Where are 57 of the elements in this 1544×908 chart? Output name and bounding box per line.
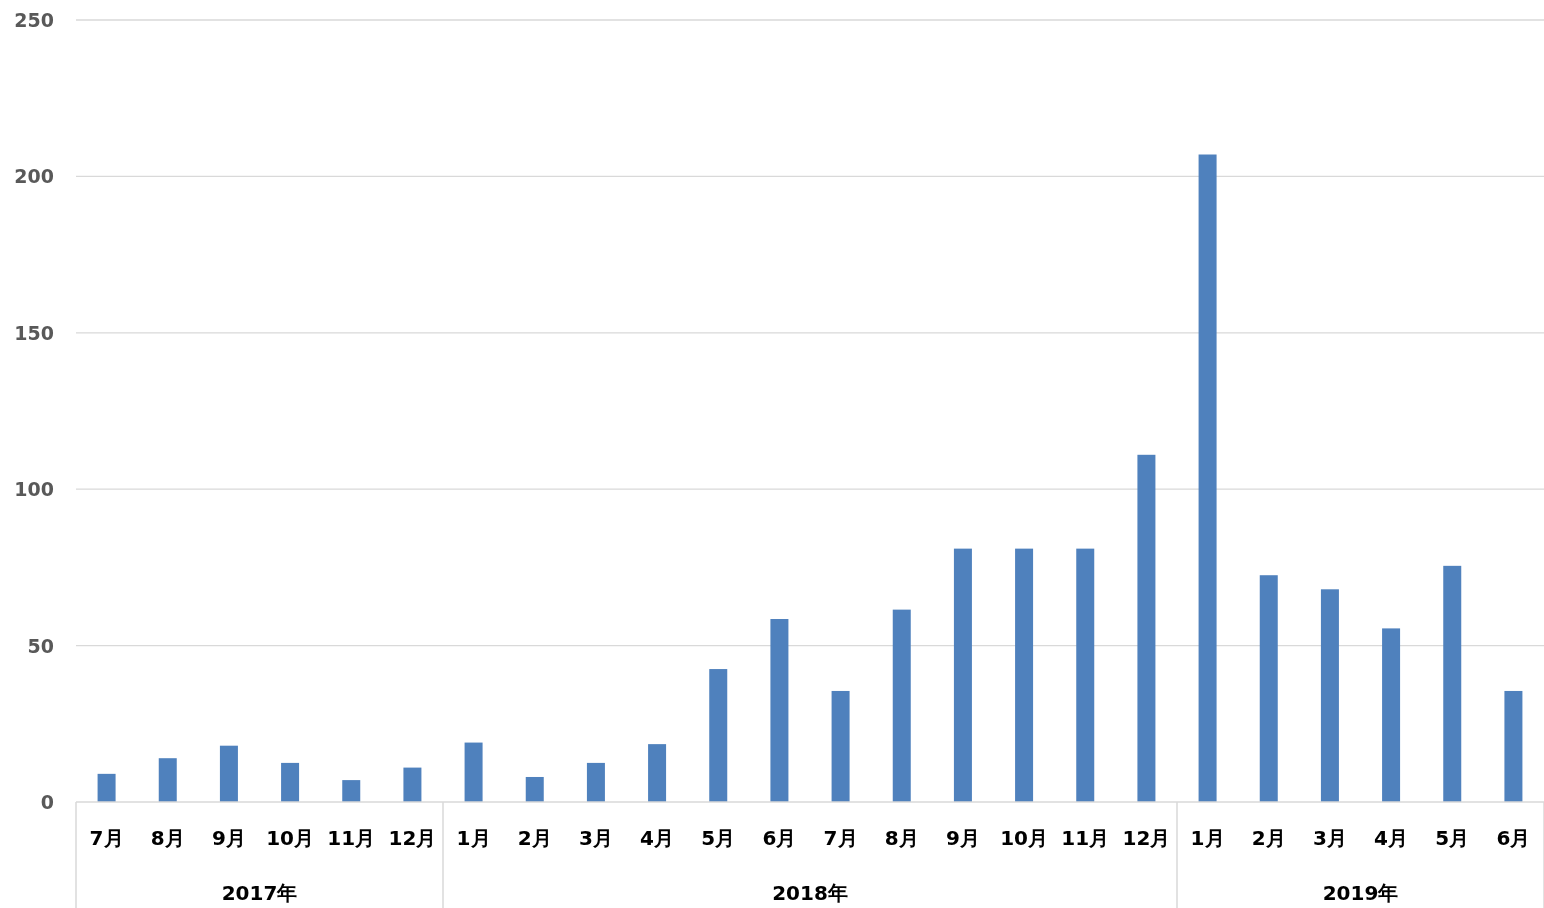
x-tick-label: 8月 — [884, 826, 919, 850]
x-tick-label: 10月 — [1000, 826, 1049, 850]
bar — [1382, 628, 1401, 802]
y-tick-label: 150 — [14, 321, 54, 344]
x-tick-label: 1月 — [1190, 826, 1225, 850]
bar — [1137, 454, 1156, 802]
x-tick-label: 8月 — [150, 826, 185, 850]
x-tick-label: 1月 — [456, 826, 491, 850]
x-tick-label: 2月 — [1251, 826, 1286, 850]
x-tick-label: 12月 — [1122, 826, 1171, 850]
bar — [1198, 154, 1217, 802]
x-tick-label: 2月 — [517, 826, 552, 850]
x-tick-label: 5月 — [701, 826, 736, 850]
bar — [97, 773, 116, 802]
x-tick-label: 10月 — [266, 826, 315, 850]
bar — [158, 758, 177, 802]
bar — [342, 780, 361, 802]
y-tick-label: 250 — [14, 9, 54, 31]
bar — [770, 619, 789, 802]
x-tick-label: 3月 — [1312, 826, 1347, 850]
x-tick-label: 11月 — [1061, 826, 1110, 850]
bar — [709, 669, 728, 802]
x-tick-label: 4月 — [1374, 826, 1409, 850]
text: 2017年 — [221, 881, 298, 905]
x-tick-label: 4月 — [640, 826, 675, 850]
bar — [1443, 565, 1462, 802]
bar — [648, 744, 667, 802]
x-tick-label: 12月 — [388, 826, 437, 850]
bar — [219, 745, 238, 802]
x-tick-label: 9月 — [211, 826, 246, 850]
y-tick-label: 50 — [27, 634, 54, 657]
bar — [1259, 575, 1278, 802]
bar — [403, 767, 422, 802]
x-tick-label: 7月 — [823, 826, 858, 850]
x-tick-label: 9月 — [945, 826, 980, 850]
x-tick-label: 7月 — [89, 826, 124, 850]
bar — [464, 742, 483, 802]
bar — [586, 762, 605, 802]
y-tick-label: 200 — [14, 165, 54, 188]
bar — [281, 762, 300, 802]
y-tick-label: 100 — [14, 478, 54, 501]
text: 2018年 — [772, 881, 848, 905]
x-tick-label: 3月 — [578, 826, 613, 850]
bar — [1015, 548, 1034, 802]
bar — [1320, 589, 1339, 802]
text: 2019年 — [1322, 881, 1399, 905]
x-tick-label: 6月 — [762, 826, 797, 850]
bar — [892, 609, 911, 802]
x-tick-label: 6月 — [1496, 826, 1531, 850]
bar — [1504, 690, 1523, 802]
bar — [525, 776, 544, 802]
x-tick-label: 11月 — [327, 826, 376, 850]
bar — [1076, 548, 1095, 802]
bar — [831, 690, 850, 802]
x-tick-label: 5月 — [1435, 826, 1470, 850]
bar — [953, 548, 972, 802]
y-tick-label: 0 — [40, 791, 54, 813]
